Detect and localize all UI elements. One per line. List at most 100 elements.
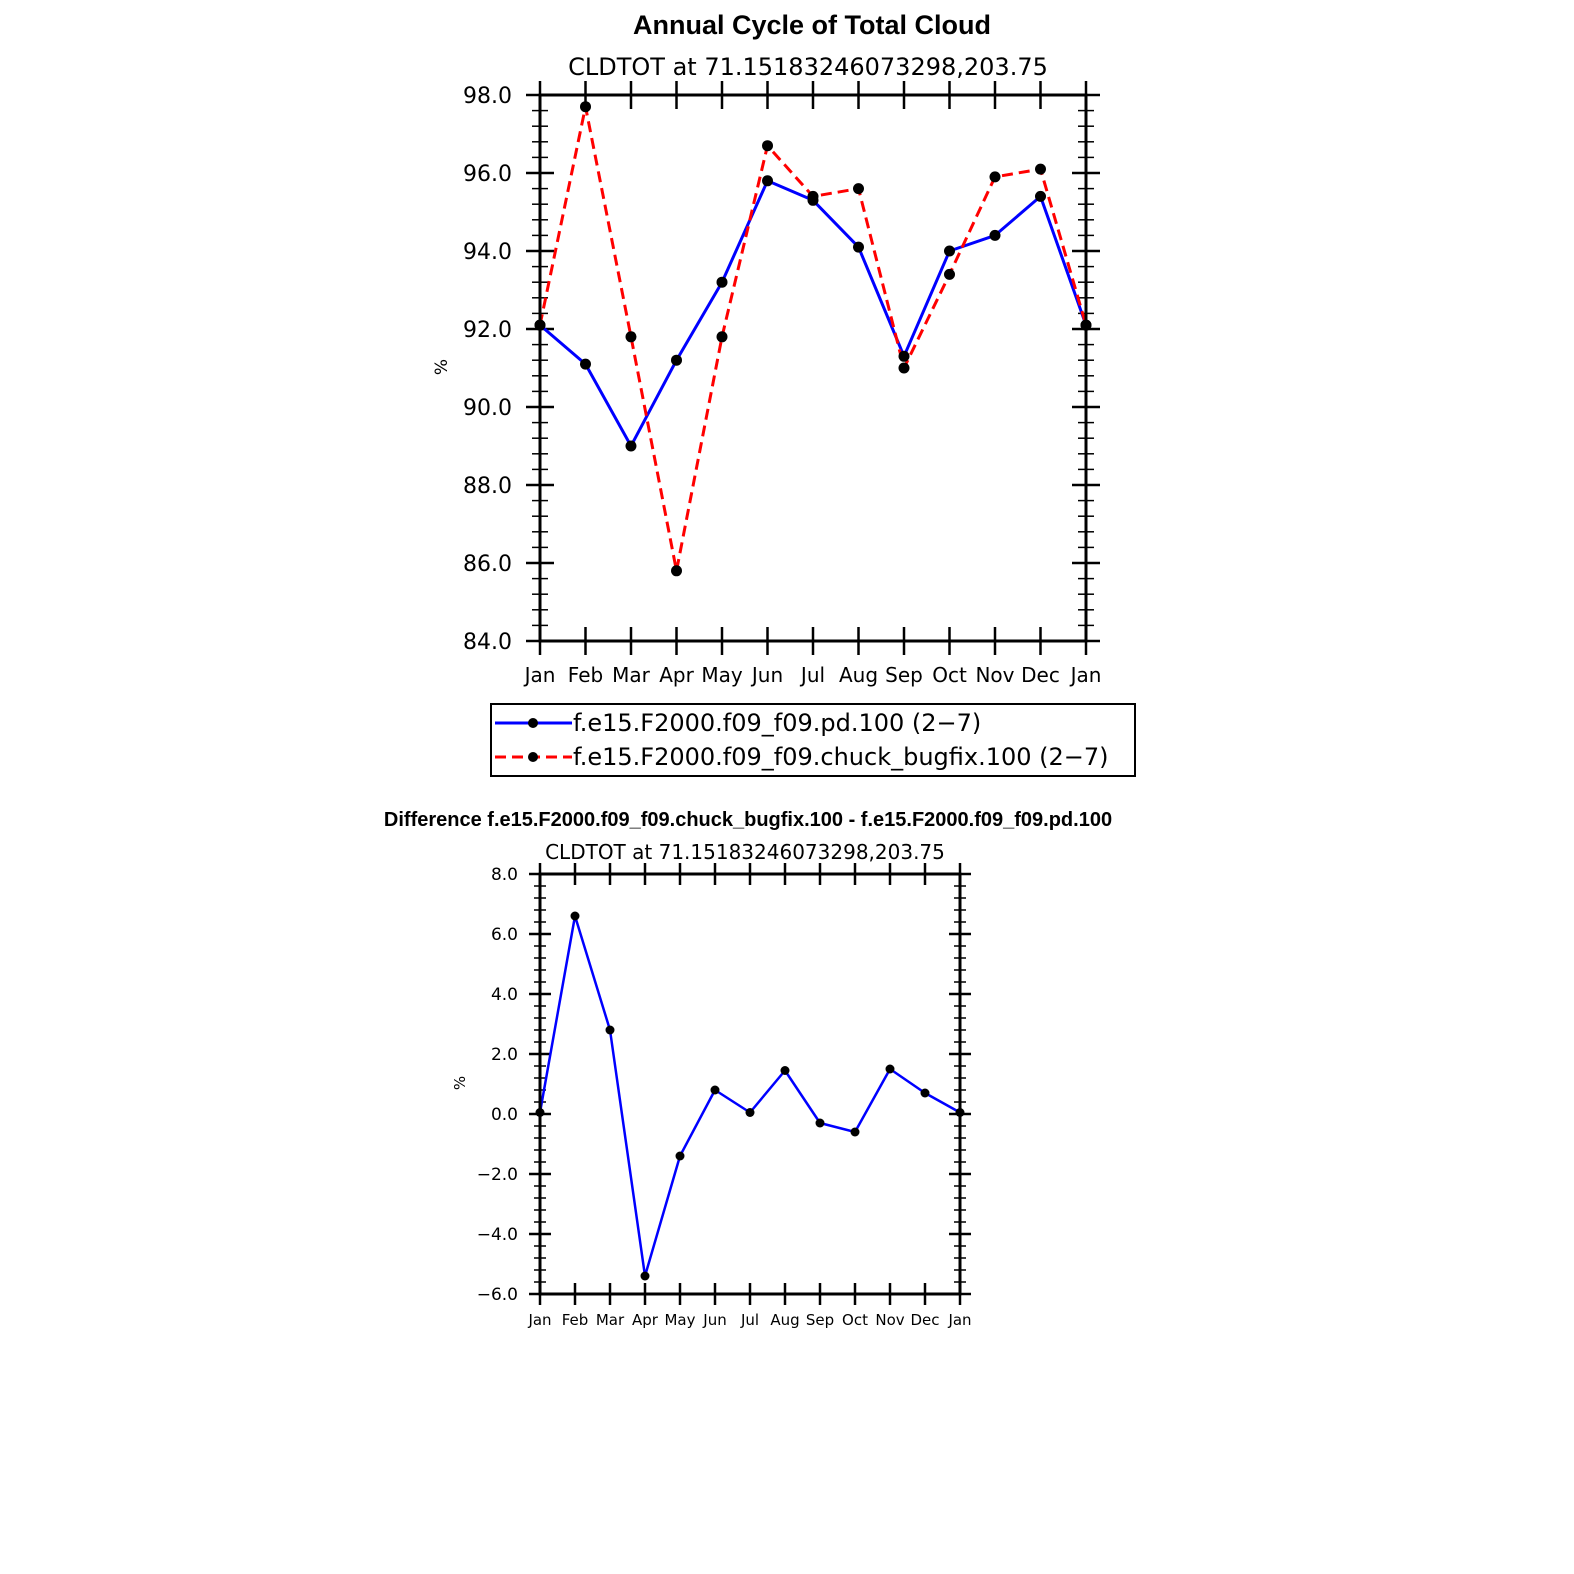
y-tick-labels: 84.0 86.0 88.0 90.0 92.0 94.0 96.0 98.0 xyxy=(463,84,512,655)
axis-ticks xyxy=(529,863,971,1305)
x-tick-label: Aug xyxy=(770,1311,799,1329)
data-point xyxy=(716,331,728,343)
data-point xyxy=(625,440,637,452)
data-point xyxy=(1035,190,1046,202)
chart-title: Annual Cycle of Total Cloud xyxy=(633,10,991,40)
x-tick-label: Mar xyxy=(596,1311,625,1329)
data-point xyxy=(1035,163,1046,175)
x-tick-label: Aug xyxy=(839,663,878,687)
y-tick-label: 6.0 xyxy=(491,925,518,945)
y-tick-label: 84.0 xyxy=(463,630,512,655)
data-point xyxy=(640,1271,650,1281)
data-point xyxy=(898,350,910,362)
data-point xyxy=(580,358,591,370)
x-tick-label: Dec xyxy=(1021,663,1060,687)
x-tick-label: Jul xyxy=(740,1311,759,1329)
data-point xyxy=(885,1064,895,1074)
data-point xyxy=(898,362,910,374)
data-point xyxy=(762,175,773,187)
data-point xyxy=(944,245,955,257)
series-line-0 xyxy=(539,179,1088,448)
x-tick-label: Oct xyxy=(932,663,967,687)
data-point xyxy=(671,565,682,577)
y-tick-label: 96.0 xyxy=(463,162,512,187)
y-tick-label: 0.0 xyxy=(491,1105,518,1125)
x-tick-label: Jan xyxy=(947,1311,971,1329)
data-point xyxy=(944,268,955,280)
chart-title: Difference f.e15.F2000.f09_f09.chuck_bug… xyxy=(384,809,1112,831)
x-tick-label: Jul xyxy=(799,663,825,687)
x-tick-label: Feb xyxy=(568,663,603,687)
x-tick-label: Jan xyxy=(523,663,556,687)
data-point xyxy=(570,911,580,921)
chart-subtitle: CLDTOT at 71.15183246073298,203.75 xyxy=(545,840,945,864)
data-point xyxy=(710,1085,720,1095)
data-point xyxy=(853,241,864,253)
x-tick-label: Apr xyxy=(632,1311,659,1329)
data-point xyxy=(745,1108,755,1117)
x-tick-labels: Jan Feb Mar Apr May Jun Jul Aug Sep Oct … xyxy=(527,1311,971,1329)
data-point xyxy=(850,1127,860,1137)
x-tick-label: Nov xyxy=(875,1311,904,1329)
data-point xyxy=(780,1066,790,1075)
x-tick-label: Jan xyxy=(1069,663,1102,687)
data-point xyxy=(605,1025,615,1035)
series-layer xyxy=(534,101,1092,577)
plot-frame xyxy=(538,93,1088,643)
x-tick-label: Apr xyxy=(659,663,694,687)
x-tick-label: Sep xyxy=(806,1311,834,1329)
legend-label-bugfix: f.e15.F2000.f09_f09.chuck_bugfix.100 (2−… xyxy=(573,743,1109,771)
x-tick-label: Dec xyxy=(910,1311,939,1329)
x-tick-label: Jun xyxy=(702,1311,726,1329)
x-tick-label: May xyxy=(701,663,743,687)
y-tick-label: −6.0 xyxy=(477,1285,518,1305)
x-tick-label: Feb xyxy=(562,1311,589,1329)
x-tick-label: Mar xyxy=(612,663,651,687)
data-point xyxy=(920,1088,930,1098)
legend-marker-bugfix xyxy=(528,752,538,762)
y-tick-label: 2.0 xyxy=(491,1045,518,1065)
y-axis-label: % xyxy=(451,1076,469,1090)
data-point xyxy=(815,1118,825,1128)
data-point xyxy=(625,331,637,343)
data-point xyxy=(580,101,591,113)
legend-box xyxy=(490,703,1136,777)
plot-frame xyxy=(538,872,962,1296)
y-axis-label: % xyxy=(432,359,452,375)
data-point xyxy=(989,229,1001,241)
y-tick-label: 4.0 xyxy=(491,985,518,1005)
series-layer xyxy=(535,911,965,1281)
x-tick-label: Jan xyxy=(527,1311,551,1329)
y-tick-labels: −6.0 −4.0 −2.0 0.0 2.0 4.0 6.0 8.0 xyxy=(477,865,518,1305)
y-tick-label: 92.0 xyxy=(463,318,512,343)
x-tick-labels: Jan Feb Mar Apr May Jun Jul Aug Sep Oct … xyxy=(523,663,1102,687)
y-tick-label: 8.0 xyxy=(491,865,518,885)
chart-annual-cycle: Annual Cycle of Total Cloud CLDTOT at 71… xyxy=(432,10,1136,777)
x-tick-label: Jun xyxy=(750,663,783,687)
series-line-0 xyxy=(538,914,961,1278)
data-point xyxy=(853,183,864,195)
y-tick-label: −2.0 xyxy=(477,1165,518,1185)
y-tick-label: 86.0 xyxy=(463,552,512,577)
data-point xyxy=(671,354,682,366)
axis-ticks xyxy=(526,81,1100,655)
data-point xyxy=(989,171,1001,183)
y-tick-label: 98.0 xyxy=(463,84,512,109)
y-tick-label: 90.0 xyxy=(463,396,512,421)
x-tick-label: May xyxy=(664,1311,695,1329)
x-tick-label: Oct xyxy=(842,1311,868,1329)
legend: f.e15.F2000.f09_f09.pd.100 (2−7) f.e15.F… xyxy=(490,703,1136,777)
chart-subtitle: CLDTOT at 71.15183246073298,203.75 xyxy=(568,53,1048,81)
y-tick-label: 88.0 xyxy=(463,474,512,499)
x-tick-label: Sep xyxy=(885,663,923,687)
x-tick-label: Nov xyxy=(975,663,1014,687)
data-point xyxy=(675,1151,685,1161)
series-line-1 xyxy=(538,105,1088,573)
data-point xyxy=(716,276,728,288)
y-tick-label: 94.0 xyxy=(463,240,512,265)
data-point xyxy=(762,140,773,152)
legend-marker-pd xyxy=(528,718,538,728)
y-tick-label: −4.0 xyxy=(477,1225,518,1245)
chart-difference: Difference f.e15.F2000.f09_f09.chuck_bug… xyxy=(384,809,1112,1329)
